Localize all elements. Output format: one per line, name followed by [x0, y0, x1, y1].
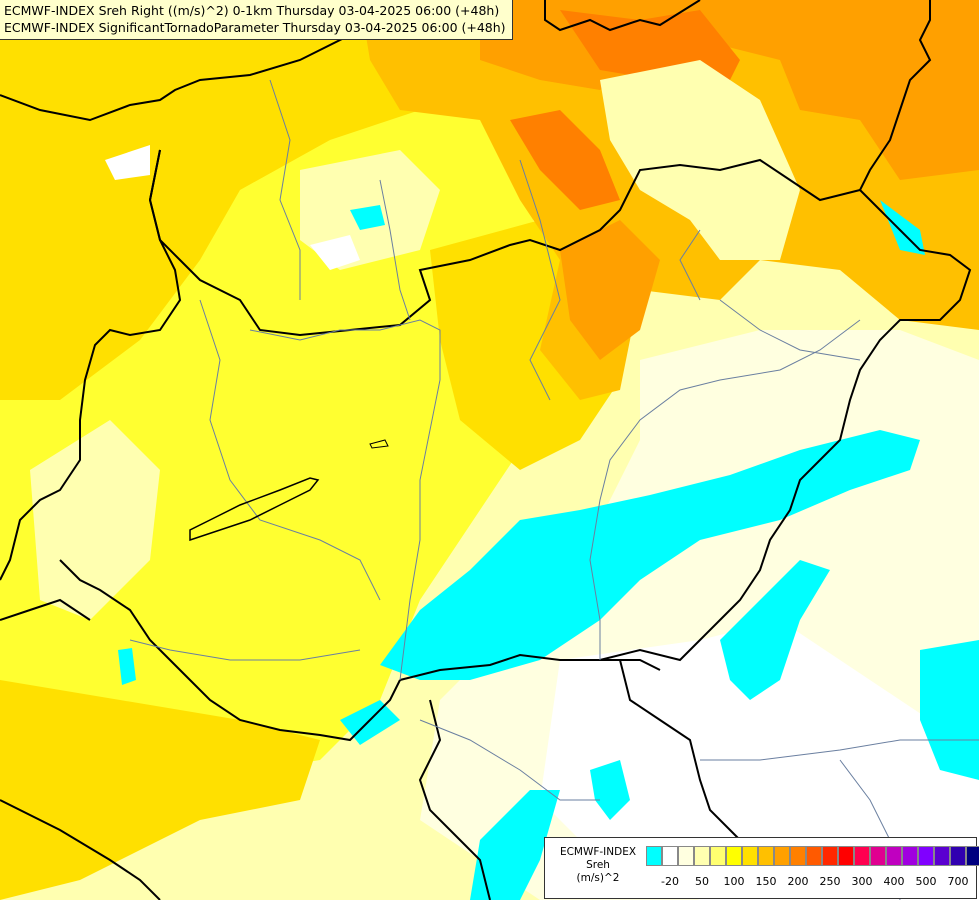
title-line-1: ECMWF-INDEX Sreh Right ((m/s)^2) 0-1km T…	[4, 3, 500, 18]
legend-swatch	[662, 846, 678, 866]
legend-tick-label: 100	[723, 875, 745, 888]
field-pale-ne	[600, 60, 800, 260]
border-sw	[0, 799, 161, 900]
field-gold-sw	[0, 680, 320, 900]
border-ne	[599, 0, 972, 662]
field-cyan-east	[720, 560, 830, 700]
border-south-2	[418, 699, 491, 900]
map-title: ECMWF-INDEX Sreh Right ((m/s)^2) 0-1km T…	[0, 0, 513, 40]
river-se1	[700, 739, 979, 761]
legend-tick-label: 200	[787, 875, 809, 888]
legend-swatch	[646, 846, 662, 866]
border-west	[0, 149, 182, 581]
legend-swatch	[758, 846, 774, 866]
legend-swatch	[886, 846, 902, 866]
legend-tick-label: 300	[851, 875, 873, 888]
field-cyan-band	[380, 430, 920, 680]
legend-ticks: -20 50 100 150 200 250 300 400 500 700	[646, 875, 976, 889]
river-e1	[719, 299, 861, 361]
river-n3	[519, 159, 561, 401]
border-hu-hr	[59, 559, 401, 742]
legend-tick-label: -20	[661, 875, 679, 888]
legend-swatch	[790, 846, 806, 866]
field-cyan-small-1	[350, 205, 385, 230]
field-cyan-south-2	[590, 760, 630, 820]
border-north-2	[544, 0, 701, 32]
legend-swatch	[854, 846, 870, 866]
legend-swatch	[726, 846, 742, 866]
river-tisza	[589, 319, 861, 660]
rivers	[129, 79, 979, 900]
border-south	[619, 659, 741, 841]
river-n2	[379, 179, 411, 321]
field-cyan-south	[470, 790, 560, 900]
legend-swatch	[822, 846, 838, 866]
border-hu-sk	[148, 149, 861, 337]
river-s1	[419, 719, 600, 801]
legend-swatch	[870, 846, 886, 866]
field-light-sw	[30, 420, 160, 620]
legend-tick-label: 250	[819, 875, 841, 888]
legend-swatch	[950, 846, 966, 866]
lake-balaton	[189, 477, 320, 542]
legend-title-3: (m/s)^2	[576, 872, 620, 884]
field-gold-west	[0, 0, 420, 400]
river-e2	[679, 229, 701, 301]
legend-swatch	[774, 846, 790, 866]
title-line-2: ECMWF-INDEX SignificantTornadoParameter …	[4, 20, 506, 35]
lake-small	[369, 439, 389, 449]
legend-swatch	[838, 846, 854, 866]
river-danube	[249, 319, 441, 681]
field-cyan-small-2	[118, 648, 136, 685]
field-cyan-far-east	[920, 640, 979, 780]
legend-tick-label: 150	[755, 875, 777, 888]
legend-tick-label: 500	[915, 875, 937, 888]
legend-tick-label: 400	[883, 875, 905, 888]
legend-swatch	[934, 846, 950, 866]
legend-swatch	[918, 846, 934, 866]
river-w1	[199, 299, 381, 601]
field-white-north	[310, 235, 360, 270]
legend-swatch	[742, 846, 758, 866]
legend-title-1: ECMWF-INDEX	[559, 846, 637, 858]
field-orange-center	[560, 220, 660, 360]
legend-swatch	[902, 846, 918, 866]
field-white-nw	[105, 145, 150, 180]
legend-swatches	[646, 846, 979, 866]
legend-swatch	[678, 846, 694, 866]
legend-tick-label: 50	[695, 875, 709, 888]
river-n1	[269, 79, 301, 300]
legend-swatch	[806, 846, 822, 866]
legend-title-2: Sreh	[586, 859, 610, 871]
legend-swatch	[966, 846, 979, 866]
legend-title: ECMWF-INDEX Sreh (m/s)^2	[551, 846, 645, 885]
legend-swatch	[694, 846, 710, 866]
legend-tick-label: 700	[947, 875, 969, 888]
border-hr-small	[0, 598, 91, 621]
field-red-orange-2	[510, 110, 620, 210]
legend-swatch	[710, 846, 726, 866]
river-sw1	[129, 639, 361, 661]
field-cyan-ne	[880, 200, 925, 255]
color-legend: ECMWF-INDEX Sreh (m/s)^2 -20 50 100 150 200 2…	[544, 837, 979, 899]
border-hu-rs	[399, 653, 661, 681]
